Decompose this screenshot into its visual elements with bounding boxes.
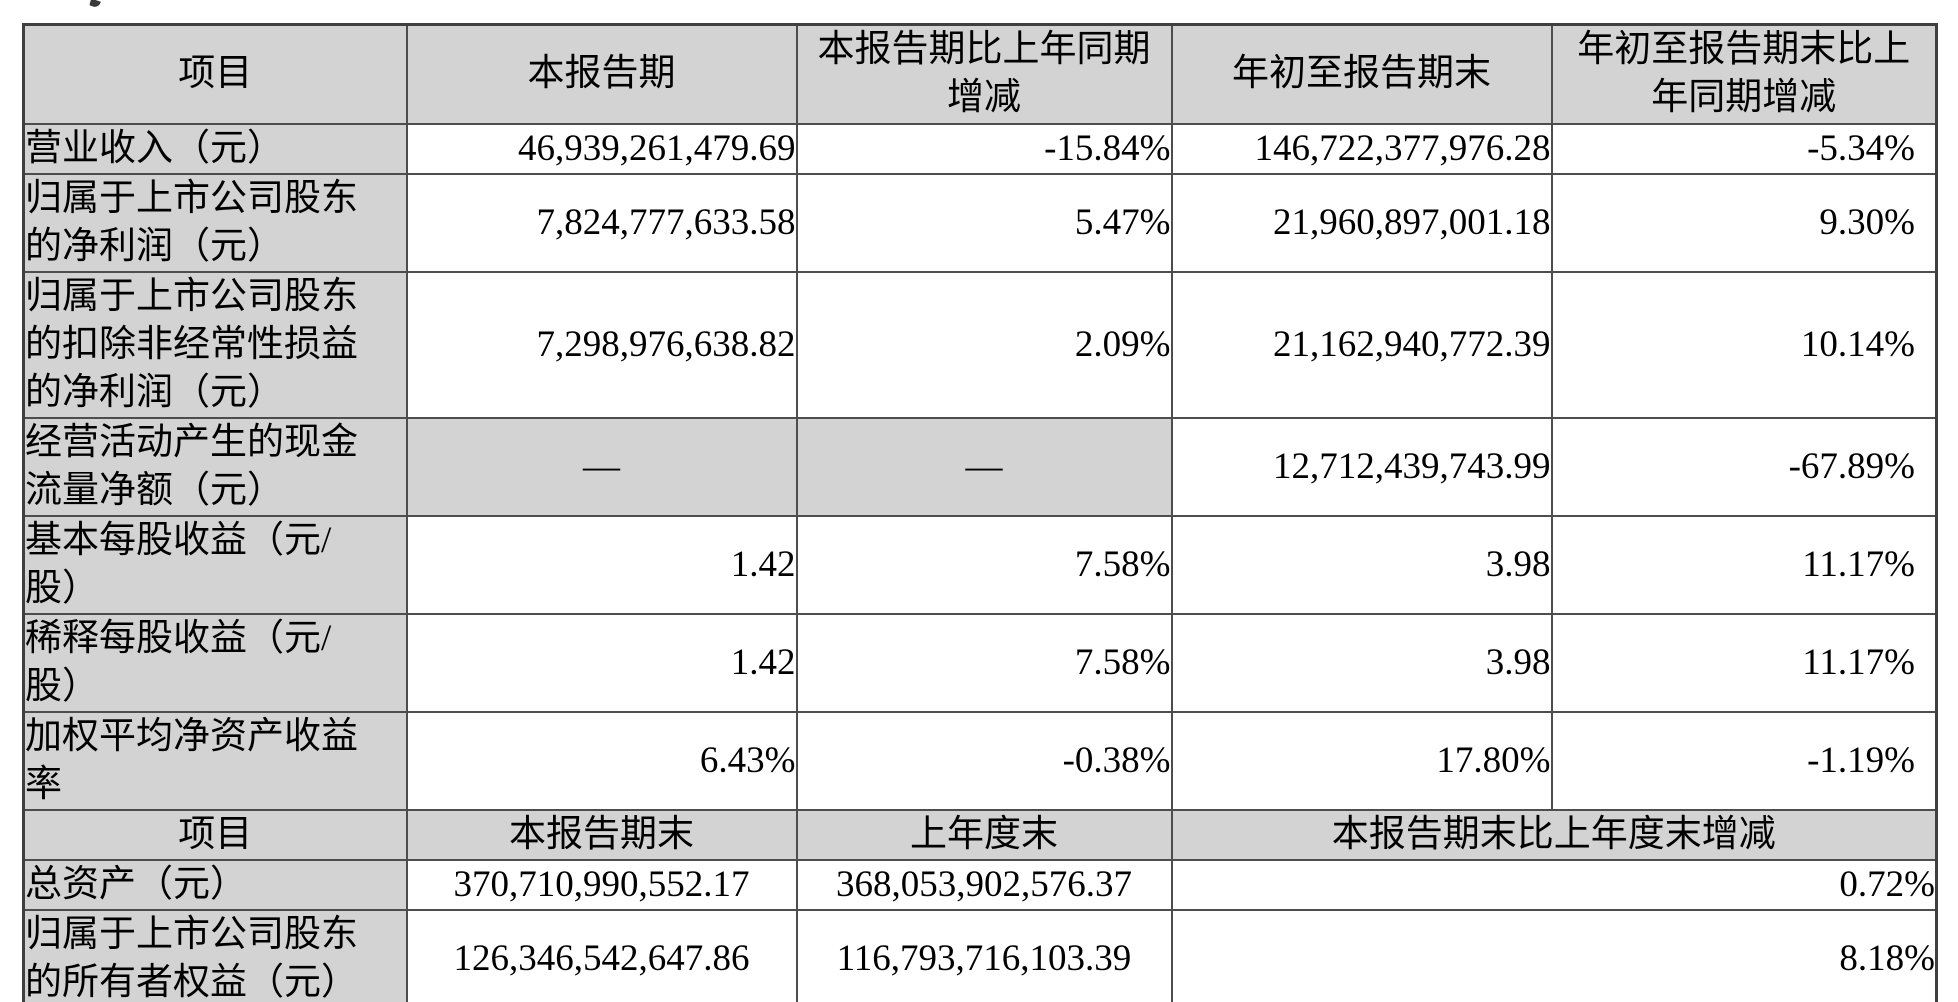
header-period-vs-prior-year-end: 本报告期末比上年度末增减 <box>1170 808 1938 861</box>
value-cell: 6.43% <box>405 710 798 811</box>
value-cell: 1.42 <box>405 514 798 615</box>
value-cell: 116,793,716,103.39 <box>795 908 1173 1002</box>
row-label-cell: 营业收入（元） <box>22 122 408 175</box>
header-end-of-period: 本报告期末 <box>405 808 798 861</box>
value-cell: 370,710,990,552.17 <box>405 858 798 911</box>
value-cell: 1.42 <box>405 612 798 713</box>
row-label-cell: 基本每股收益（元/ 股） <box>22 514 408 615</box>
value-cell: 7,298,976,638.82 <box>405 270 798 419</box>
row-label-cell: 稀释每股收益（元/ 股） <box>22 612 408 713</box>
row-label-cell: 总资产（元） <box>22 858 408 911</box>
table-row-net-profit-excl-nonrecurring: 归属于上市公司股东 的扣除非经常性损益 的净利润（元） 7,298,976,63… <box>22 270 1938 419</box>
header-current-period: 本报告期 <box>405 23 798 125</box>
table-row-operating-cash-flow: 经营活动产生的现金 流量净额（元） — — 12,712,439,743.99 … <box>22 416 1938 517</box>
header-year-to-date: 年初至报告期末 <box>1170 23 1553 125</box>
value-cell-dash: — <box>795 416 1173 517</box>
value-cell: 46,939,261,479.69 <box>405 122 798 175</box>
table-row-total-assets: 总资产（元） 370,710,990,552.17 368,053,902,57… <box>22 858 1938 911</box>
value-cell: 8.18% <box>1170 908 1938 1002</box>
value-cell: 146,722,377,976.28 <box>1170 122 1553 175</box>
row-label-cell: 加权平均净资产收益 率 <box>22 710 408 811</box>
value-cell: 9.30% <box>1550 172 1938 273</box>
value-cell: -1.19% <box>1550 710 1938 811</box>
header-item-2: 项目 <box>22 808 408 861</box>
row-label-cell: 归属于上市公司股东 的所有者权益（元） <box>22 908 408 1002</box>
value-cell: 2.09% <box>795 270 1173 419</box>
value-cell: 368,053,902,576.37 <box>795 858 1173 911</box>
table-row-basic-eps: 基本每股收益（元/ 股） 1.42 7.58% 3.98 11.17% <box>22 514 1938 615</box>
row-label-cell: 归属于上市公司股东 的净利润（元） <box>22 172 408 273</box>
page-artifact-mark <box>89 0 101 9</box>
row-label-cell: 归属于上市公司股东 的扣除非经常性损益 的净利润（元） <box>22 270 408 419</box>
table-row-weighted-avg-roe: 加权平均净资产收益 率 6.43% -0.38% 17.80% -1.19% <box>22 710 1938 811</box>
table-row-operating-revenue: 营业收入（元） 46,939,261,479.69 -15.84% 146,72… <box>22 122 1938 175</box>
value-cell: 11.17% <box>1550 612 1938 713</box>
header-ytd-vs-prior-year: 年初至报告期末比上 年同期增减 <box>1550 23 1938 125</box>
value-cell: 7.58% <box>795 612 1173 713</box>
table-row-owners-equity: 归属于上市公司股东 的所有者权益（元） 126,346,542,647.86 1… <box>22 908 1938 1002</box>
header-item: 项目 <box>22 23 408 125</box>
table-header-row-period-end: 项目 本报告期末 上年度末 本报告期末比上年度末增减 <box>22 808 1938 861</box>
value-cell: 7,824,777,633.58 <box>405 172 798 273</box>
value-cell: -67.89% <box>1550 416 1938 517</box>
table-row-diluted-eps: 稀释每股收益（元/ 股） 1.42 7.58% 3.98 11.17% <box>22 612 1938 713</box>
value-cell: 17.80% <box>1170 710 1553 811</box>
table-row-net-profit: 归属于上市公司股东 的净利润（元） 7,824,777,633.58 5.47%… <box>22 172 1938 273</box>
value-cell: 0.72% <box>1170 858 1938 911</box>
value-cell: 21,162,940,772.39 <box>1170 270 1553 419</box>
value-cell: 12,712,439,743.99 <box>1170 416 1553 517</box>
header-current-vs-prior-year: 本报告期比上年同期 增减 <box>795 23 1173 125</box>
value-cell: -15.84% <box>795 122 1173 175</box>
value-cell: -5.34% <box>1550 122 1938 175</box>
value-cell: 10.14% <box>1550 270 1938 419</box>
value-cell: 3.98 <box>1170 514 1553 615</box>
value-cell-dash: — <box>405 416 798 517</box>
value-cell: 7.58% <box>795 514 1173 615</box>
value-cell: -0.38% <box>795 710 1173 811</box>
value-cell: 11.17% <box>1550 514 1938 615</box>
financial-highlights-table: 项目 本报告期 本报告期比上年同期 增减 年初至报告期末 年初至报告期末比上 年… <box>22 23 1938 1002</box>
value-cell: 5.47% <box>795 172 1173 273</box>
value-cell: 126,346,542,647.86 <box>405 908 798 1002</box>
row-label-cell: 经营活动产生的现金 流量净额（元） <box>22 416 408 517</box>
value-cell: 3.98 <box>1170 612 1553 713</box>
value-cell: 21,960,897,001.18 <box>1170 172 1553 273</box>
table-header-row-period: 项目 本报告期 本报告期比上年同期 增减 年初至报告期末 年初至报告期末比上 年… <box>22 23 1938 125</box>
header-end-of-prior-year: 上年度末 <box>795 808 1173 861</box>
